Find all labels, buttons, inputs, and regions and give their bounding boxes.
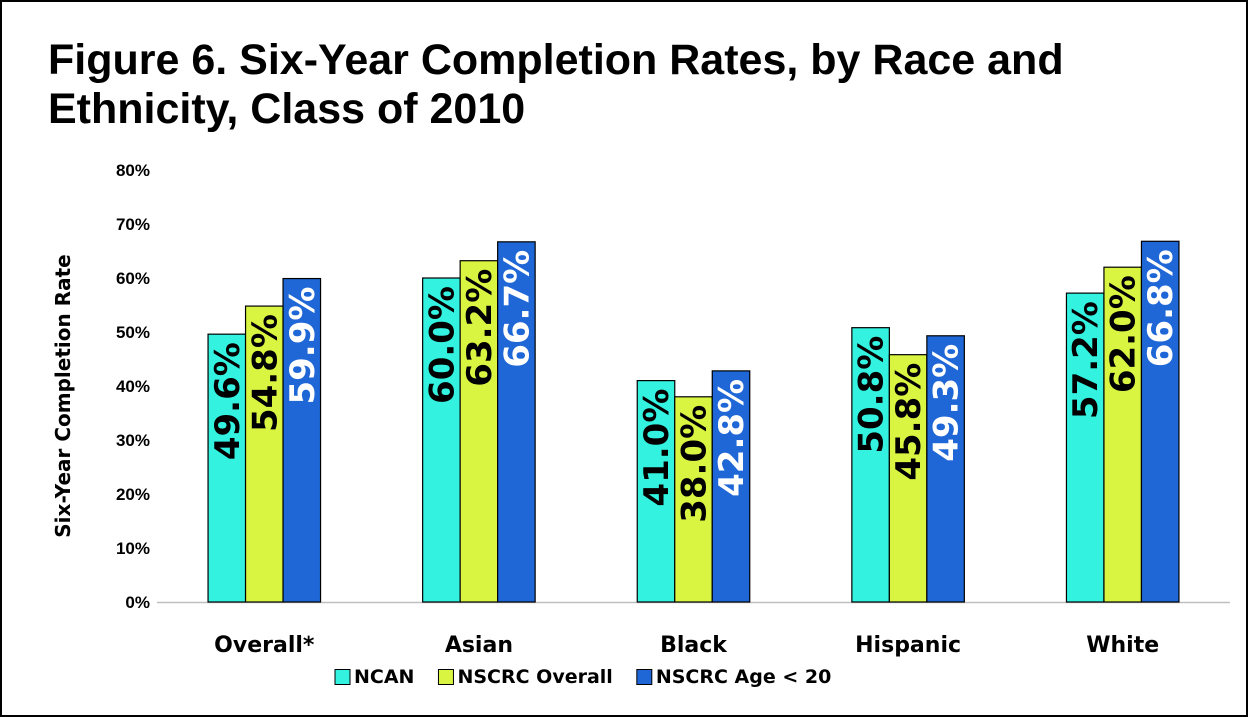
data-label: 38.0% (675, 405, 715, 523)
x-category-label: Overall* (214, 633, 315, 658)
y-tick-label: 60% (116, 269, 150, 288)
y-tick-label: 40% (116, 377, 150, 396)
bar-hispanic-0 (851, 327, 890, 603)
y-tick-label: 30% (116, 431, 150, 450)
y-axis-title: Six-Year Completion Rate (51, 254, 75, 537)
data-label: 66.8% (1141, 249, 1181, 367)
chart-title: Figure 6. Six-Year Completion Rates, by … (48, 36, 1064, 133)
y-tick-label: 10% (116, 539, 150, 558)
x-category-label: Black (660, 633, 728, 658)
bar-asian-1 (459, 260, 499, 603)
data-label: 49.6% (208, 342, 248, 460)
data-label: 60.0% (422, 286, 462, 404)
y-tick-label: 80% (116, 161, 150, 180)
data-label: 42.8% (712, 379, 752, 497)
bar-hispanic-1 (888, 354, 928, 603)
y-tick-label: 70% (116, 215, 150, 234)
data-label: 41.0% (637, 389, 677, 507)
y-tick-label: 20% (116, 485, 150, 504)
legend-swatch (636, 669, 653, 685)
legend-swatch (334, 669, 351, 685)
data-label: 62.0% (1104, 275, 1144, 393)
data-label: 49.3% (927, 344, 967, 462)
legend-swatch (437, 669, 454, 685)
data-label: 54.8% (245, 314, 285, 432)
bar-white-0 (1065, 292, 1105, 603)
bar-overall-0 (207, 333, 247, 603)
data-label: 50.8% (852, 336, 892, 454)
bar-hispanic-2 (926, 335, 965, 603)
legend-label: NSCRC Age < 20 (656, 666, 832, 688)
x-category-label: Asian (445, 633, 513, 658)
data-label: 57.2% (1066, 301, 1106, 419)
bar-black-1 (674, 396, 713, 603)
y-tick-label: 50% (116, 323, 150, 342)
bar-overall-2 (282, 277, 322, 603)
bar-asian-0 (422, 277, 461, 603)
data-label: 45.8% (889, 363, 929, 481)
y-tick-label: 0% (125, 593, 150, 612)
legend-label: NCAN (354, 666, 414, 688)
x-category-label: Hispanic (855, 633, 961, 658)
legend-label: NSCRC Overall (457, 666, 612, 688)
bar-asian-2 (497, 241, 536, 603)
x-category-label: White (1086, 633, 1159, 658)
bar-overall-1 (244, 305, 284, 603)
data-label: 63.2% (460, 269, 500, 387)
bar-white-2 (1140, 240, 1180, 603)
data-label: 59.9% (283, 287, 323, 405)
bar-white-1 (1103, 266, 1143, 603)
data-label: 66.7% (497, 250, 537, 368)
bar-black-2 (711, 370, 751, 603)
